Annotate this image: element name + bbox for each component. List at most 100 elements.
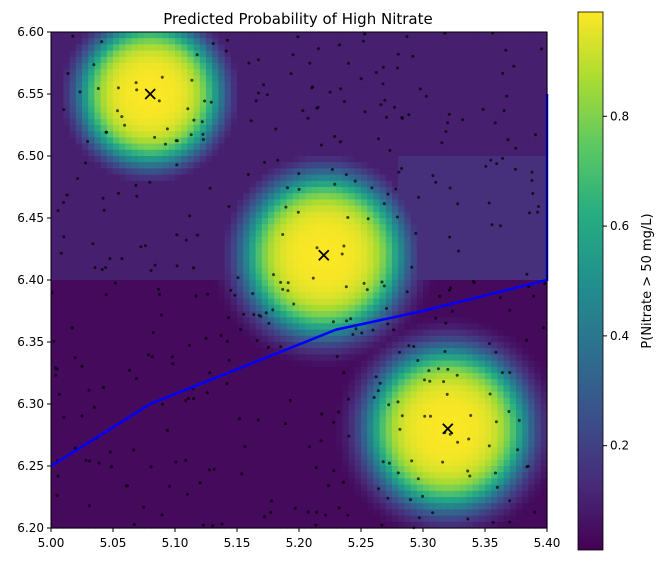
heatmap-cell: [175, 44, 182, 52]
heatmap-cell: [305, 311, 312, 318]
heatmap-cell: [416, 286, 424, 293]
heatmap-cell: [243, 298, 250, 306]
heatmap-cell: [175, 447, 182, 455]
heatmap-cell: [305, 435, 312, 442]
heatmap-cell: [249, 224, 257, 231]
heatmap-cell: [367, 490, 374, 498]
heatmap-cell: [193, 317, 201, 324]
heatmap-cell: [75, 459, 83, 467]
heatmap-cell: [435, 38, 443, 45]
heatmap-cell: [367, 410, 374, 417]
heatmap-cell: [261, 478, 269, 486]
heatmap-cell: [261, 162, 269, 169]
heatmap-cell: [162, 472, 170, 479]
heatmap-cell: [255, 168, 263, 176]
heatmap-cell: [367, 137, 374, 145]
heatmap-cell: [398, 416, 405, 424]
heatmap-cell: [88, 32, 95, 39]
heatmap-cell: [323, 459, 331, 467]
heatmap-cell: [156, 342, 164, 349]
heatmap-cell: [75, 75, 83, 83]
heatmap-cell: [348, 75, 356, 83]
heatmap-cell: [292, 435, 300, 442]
heatmap-cell: [249, 174, 257, 182]
heatmap-cell: [187, 311, 195, 318]
heatmap-cell: [150, 56, 157, 64]
heatmap-cell: [410, 118, 418, 126]
heatmap-cell: [280, 255, 288, 262]
heatmap-cell: [243, 137, 250, 145]
heatmap-cell: [150, 391, 157, 399]
heatmap-cell: [367, 149, 374, 157]
heatmap-cell: [317, 323, 325, 331]
heatmap-cell: [342, 472, 350, 479]
heatmap-cell: [299, 410, 306, 417]
heatmap-cell: [82, 44, 89, 52]
heatmap-cell: [299, 143, 306, 151]
heatmap-cell: [336, 38, 343, 45]
heatmap-cell: [199, 94, 207, 101]
heatmap-cell: [125, 298, 133, 306]
heatmap-cell: [230, 435, 238, 442]
heatmap-cell: [330, 199, 337, 207]
heatmap-cell: [367, 63, 374, 70]
heatmap-cell: [51, 112, 58, 120]
heatmap-cell: [175, 180, 182, 188]
heatmap-cell: [323, 38, 331, 45]
heatmap-cell: [373, 515, 381, 523]
heatmap-cell: [367, 218, 374, 225]
heatmap-cell: [336, 112, 343, 120]
heatmap-cell: [212, 428, 219, 436]
heatmap-cell: [156, 180, 164, 188]
heatmap-cell: [206, 472, 213, 479]
heatmap-cell: [168, 280, 176, 287]
heatmap-cell: [286, 391, 294, 399]
heatmap-cell: [82, 466, 89, 473]
heatmap-cell: [249, 273, 257, 281]
heatmap-cell: [342, 335, 350, 343]
heatmap-cell: [237, 218, 244, 225]
heatmap-cell: [75, 69, 83, 76]
heatmap-cell: [75, 44, 83, 52]
heatmap-cell: [51, 497, 58, 504]
heatmap-cell: [243, 484, 250, 492]
heatmap-cell: [113, 292, 120, 300]
heatmap-cell: [361, 410, 368, 417]
heatmap-cell: [237, 304, 244, 312]
heatmap-cell: [212, 211, 219, 219]
heatmap-cell: [323, 205, 331, 213]
heatmap-cell: [212, 373, 219, 380]
heatmap-cell: [119, 273, 126, 281]
heatmap-cell: [100, 38, 108, 45]
heatmap-cell: [299, 317, 306, 324]
heatmap-cell: [410, 242, 418, 250]
heatmap-cell: [292, 459, 300, 467]
heatmap-cell: [224, 249, 232, 256]
heatmap-cell: [63, 255, 71, 262]
heatmap-cell: [385, 385, 393, 393]
heatmap-cell: [218, 360, 226, 368]
heatmap-cell: [243, 193, 250, 200]
heatmap-cell: [410, 428, 418, 436]
heatmap-cell: [100, 143, 108, 151]
heatmap-cell: [261, 218, 269, 225]
heatmap-cell: [348, 205, 356, 213]
heatmap-cell: [150, 397, 157, 405]
heatmap-cell: [317, 75, 325, 83]
heatmap-cell: [94, 63, 102, 70]
heatmap-cell: [69, 360, 77, 368]
heatmap-cell: [57, 87, 64, 95]
heatmap-cell: [286, 100, 294, 107]
heatmap-cell: [429, 69, 436, 76]
heatmap-cell: [63, 106, 71, 114]
heatmap-cell: [63, 180, 71, 188]
heatmap-cell: [212, 193, 219, 200]
heatmap-cell: [261, 447, 269, 455]
heatmap-cell: [367, 515, 374, 523]
heatmap-cell: [392, 168, 399, 176]
heatmap-cell: [299, 131, 306, 138]
heatmap-cell: [249, 521, 257, 529]
heatmap-cell: [51, 273, 58, 281]
heatmap-cell: [224, 342, 232, 349]
heatmap-cell: [416, 267, 424, 275]
